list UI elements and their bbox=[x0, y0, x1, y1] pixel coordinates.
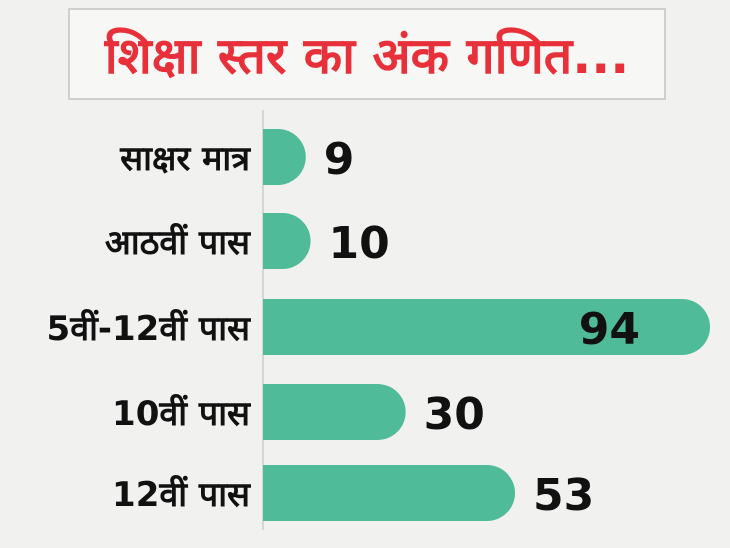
category-label-0: साक्षर मात्र bbox=[119, 139, 251, 179]
category-label-2: 5वीं-12वीं पास bbox=[47, 308, 251, 349]
category-label-1: आठवीं पास bbox=[105, 222, 251, 263]
bar-3 bbox=[263, 384, 406, 441]
value-label-2: 94 bbox=[579, 304, 640, 355]
bar-1 bbox=[263, 213, 311, 269]
value-label-3: 30 bbox=[424, 389, 485, 440]
category-label-3: 10वीं पास bbox=[112, 393, 251, 434]
value-label-0: 9 bbox=[324, 134, 355, 185]
bar-2 bbox=[263, 299, 710, 355]
value-label-4: 53 bbox=[533, 470, 594, 521]
chart-title: शिक्षा स्तर का अंक गणित... bbox=[104, 27, 630, 85]
bar-4 bbox=[263, 465, 516, 521]
value-label-1: 10 bbox=[329, 218, 390, 269]
chart-title-box: शिक्षा स्तर का अंक गणित... bbox=[68, 8, 666, 100]
bar-0 bbox=[263, 129, 306, 185]
category-label-4: 12वीं पास bbox=[112, 474, 251, 515]
